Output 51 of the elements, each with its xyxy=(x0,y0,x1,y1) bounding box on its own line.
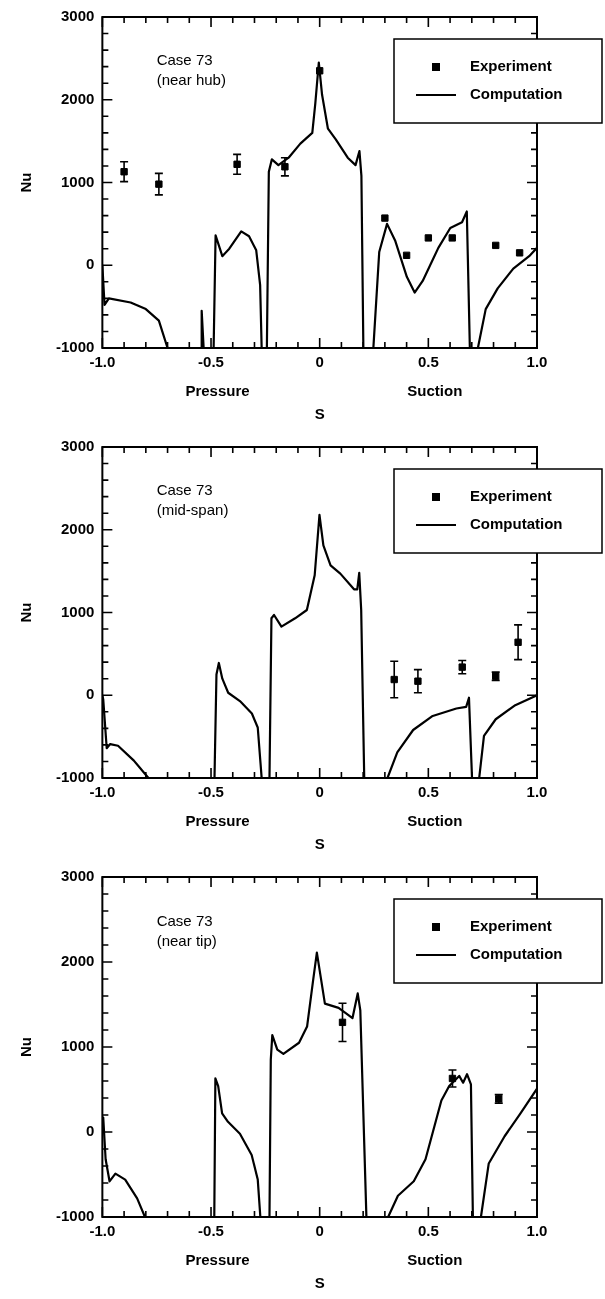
text: Suction xyxy=(407,811,463,829)
x-tick-label: -0.5 xyxy=(198,1222,224,1240)
text: Suction xyxy=(407,381,463,399)
y-tick-label: 1000 xyxy=(60,602,95,620)
x-tick-label: 1.0 xyxy=(526,1222,548,1240)
text: Pressure xyxy=(185,381,250,399)
y-tick-label: 2000 xyxy=(60,89,95,107)
annotation: Case 73 (mid-span) xyxy=(156,481,229,519)
annotation: Case 73 (near tip) xyxy=(156,912,217,950)
y-tick-label: 2000 xyxy=(60,519,95,537)
x-tick-label: -1.0 xyxy=(89,783,116,801)
y-tick-label: 1000 xyxy=(60,172,95,190)
x-axis-title: S xyxy=(314,835,325,853)
x-tick-label: 0 xyxy=(315,783,324,801)
y-axis-title: Nu xyxy=(17,1037,35,1057)
legend-label: Experiment xyxy=(470,57,552,75)
x-tick-label: 0.5 xyxy=(417,1222,439,1240)
legend-label: Computation xyxy=(470,945,563,963)
legend-label: Experiment xyxy=(470,917,552,935)
y-tick-label: -1000 xyxy=(55,1207,95,1225)
text: Pressure xyxy=(185,811,250,829)
text: Suction xyxy=(407,1250,463,1268)
y-tick-label: -1000 xyxy=(55,338,95,356)
x-tick-label: -1.0 xyxy=(89,1222,116,1240)
y-tick-label: 3000 xyxy=(60,7,95,25)
legend-label: Computation xyxy=(470,515,563,533)
x-tick-label: -0.5 xyxy=(198,783,224,801)
y-tick-label: 3000 xyxy=(60,867,95,885)
y-axis-title: Nu xyxy=(17,602,35,623)
y-tick-label: 0 xyxy=(86,1122,95,1140)
x-tick-label: 1.0 xyxy=(526,783,548,801)
text: Pressure xyxy=(185,1250,250,1268)
y-tick-label: 0 xyxy=(86,685,95,703)
legend-label: Computation xyxy=(470,85,563,103)
y-tick-label: 2000 xyxy=(60,952,95,970)
x-tick-label: 0.5 xyxy=(417,783,439,801)
x-tick-label: -1.0 xyxy=(89,353,116,371)
y-axis-title: Nu xyxy=(17,172,35,193)
legend-label: Experiment xyxy=(470,487,552,505)
x-axis-title: S xyxy=(314,1274,325,1292)
x-axis-title: S xyxy=(314,405,325,423)
y-tick-label: 1000 xyxy=(60,1037,95,1055)
annotation: Case 73 (near hub) xyxy=(156,51,226,89)
x-tick-label: 1.0 xyxy=(526,353,548,371)
y-tick-label: -1000 xyxy=(55,768,95,786)
x-tick-label: -0.5 xyxy=(198,353,224,371)
x-tick-label: 0 xyxy=(315,353,324,371)
y-tick-label: 3000 xyxy=(60,437,95,455)
y-tick-label: 0 xyxy=(86,255,95,273)
x-tick-label: 0.5 xyxy=(417,353,439,371)
x-tick-label: 0 xyxy=(315,1222,324,1240)
